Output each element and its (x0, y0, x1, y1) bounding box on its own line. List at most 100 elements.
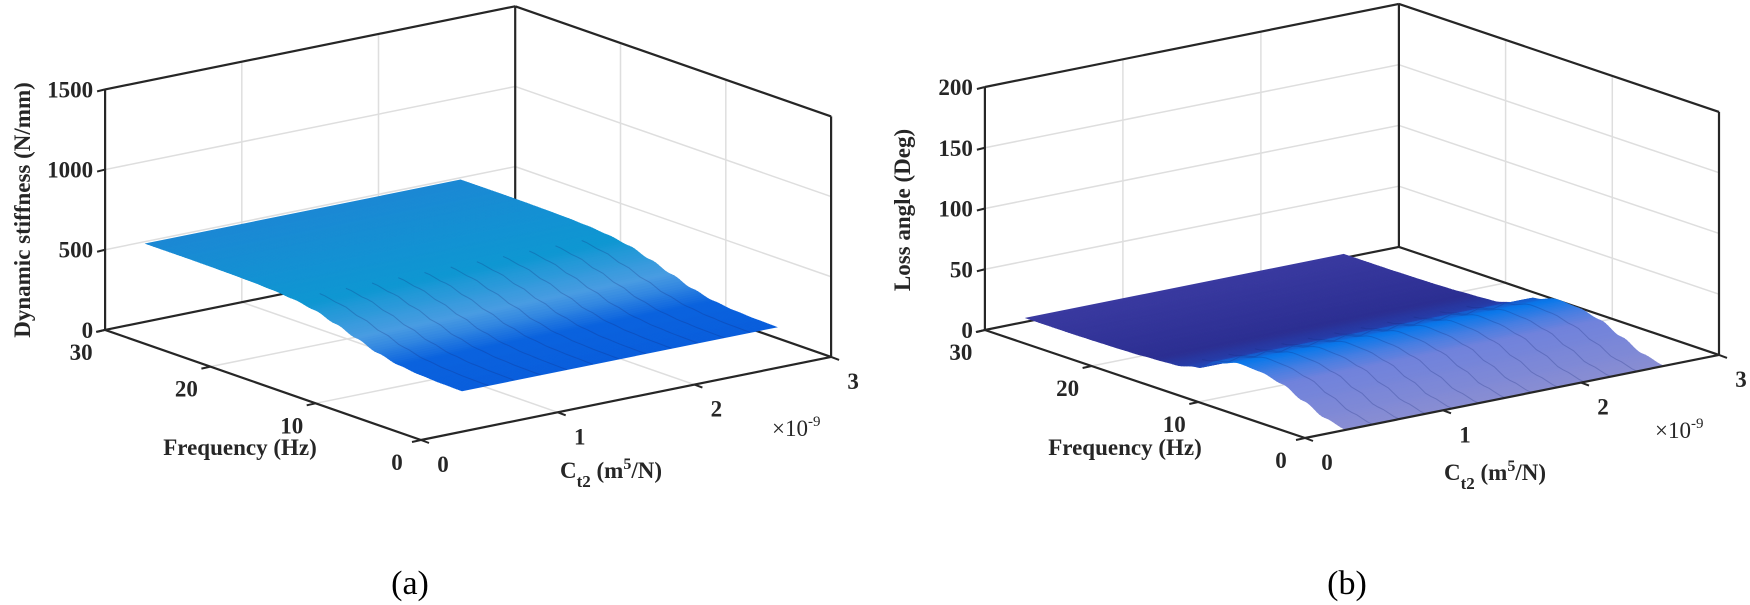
z-tick-mark (976, 207, 986, 212)
y-tick-mark (1189, 401, 1199, 405)
z-axis-label: Loss angle (Deg) (890, 129, 915, 291)
x-tick-label: 2 (711, 397, 723, 422)
x-tick-label: 3 (1735, 367, 1747, 392)
surface-mesh-line (1440, 308, 1612, 378)
x-tick-label: 3 (847, 369, 859, 394)
surface-mesh-line (398, 277, 567, 371)
z-tick-label: 100 (938, 197, 973, 222)
y-tick-mark (1295, 437, 1306, 441)
x-tick-mark (420, 439, 430, 444)
surface-mesh-line (581, 240, 751, 333)
y-axis-line (104, 328, 422, 442)
surface-mesh-line (424, 271, 594, 365)
y-tick-mark (95, 328, 106, 333)
y-tick-mark (201, 365, 211, 370)
surface-mesh-line (1387, 319, 1559, 388)
surface-mesh-line (1281, 340, 1453, 409)
surface-mesh-line (555, 245, 725, 339)
panel-label: (b) (1327, 565, 1367, 602)
surface-mesh-line (529, 250, 698, 344)
surface-mesh-line (1334, 329, 1506, 399)
z-tick-label: 1500 (47, 77, 93, 102)
surface-mesh-line (1228, 351, 1400, 420)
grid-line (104, 85, 516, 171)
z-tick-mark (96, 248, 106, 253)
surface-mesh-line (1466, 303, 1638, 372)
y-tick-label: 30 (949, 340, 972, 365)
x-tick-mark (694, 383, 703, 389)
grid-line (984, 185, 1400, 270)
x-tick-mark (1442, 409, 1452, 415)
y-tick-label: 10 (280, 413, 303, 438)
axis-box-edge (104, 5, 516, 91)
surface-mesh-line (319, 293, 489, 386)
axis-box-edge (514, 5, 832, 118)
x-axis-exponent: ×10-9 (772, 414, 820, 441)
y-tick-label: 20 (175, 377, 198, 402)
y-tick-mark (1082, 365, 1092, 369)
grid-line (984, 124, 1400, 210)
grid-line (1398, 63, 1720, 174)
z-tick-label: 50 (950, 257, 973, 282)
x-axis-label: Ct2 (m5/N) (1444, 458, 1546, 493)
y-axis-line (984, 328, 1306, 440)
y-tick-label: 30 (70, 340, 93, 365)
x-tick-label: 2 (1597, 395, 1609, 420)
y-tick-mark (411, 439, 422, 443)
surface-mesh-line (1413, 313, 1585, 383)
x-tick-label: 0 (1321, 450, 1333, 475)
surface-mesh-line (345, 287, 515, 381)
surface-mesh-line (476, 261, 646, 355)
grid-line (1398, 185, 1720, 295)
x-tick-label: 1 (1459, 422, 1471, 447)
panel-label: (a) (391, 565, 429, 602)
z-tick-label: 150 (938, 136, 973, 161)
surface-mesh-line (450, 266, 620, 360)
surface-mesh-line (1307, 335, 1479, 404)
surface-mesh-line (1360, 324, 1532, 393)
z-axis-label: Dynamic stiffness (N/mm) (10, 82, 35, 338)
z-tick-mark (976, 86, 986, 90)
y-tick-label: 0 (391, 450, 403, 475)
y-tick-label: 0 (1275, 448, 1287, 473)
y-tick-mark (306, 402, 316, 407)
y-axis-label: Frequency (Hz) (1048, 435, 1202, 460)
axis-box-edge (1398, 2, 1720, 113)
y-tick-mark (975, 329, 986, 333)
x-axis-label: Ct2 (m5/N) (560, 456, 662, 491)
x-tick-mark (1580, 381, 1590, 387)
z-tick-label: 0 (82, 318, 94, 343)
z-tick-label: 1000 (47, 158, 93, 183)
z-tick-mark (976, 146, 986, 151)
surface-mesh-line (502, 255, 672, 349)
z-tick-mark (96, 168, 106, 173)
y-axis-label: Frequency (Hz) (163, 435, 317, 460)
grid-line (514, 85, 832, 198)
grid-line (984, 63, 1400, 149)
grid-line (514, 165, 832, 278)
y-tick-label: 10 (1163, 412, 1186, 437)
y-tick-label: 20 (1056, 376, 1079, 401)
axis-box-edge (984, 2, 1400, 89)
x-tick-mark (1718, 353, 1728, 359)
surface-mesh-line (1254, 345, 1427, 415)
x-tick-mark (557, 411, 567, 417)
z-tick-mark (96, 88, 106, 93)
x-axis-exponent: ×10-9 (1655, 416, 1703, 443)
x-tick-mark (1304, 437, 1314, 442)
surface-patch (457, 325, 778, 392)
surface-mesh-line (1202, 356, 1374, 425)
z-tick-label: 500 (59, 238, 94, 263)
x-tick-mark (830, 355, 840, 361)
z-tick-label: 0 (961, 318, 973, 343)
grid-line (104, 165, 516, 251)
grid-line (1398, 124, 1720, 235)
z-tick-label: 200 (938, 75, 973, 100)
z-tick-mark (976, 268, 986, 273)
x-tick-label: 1 (574, 424, 586, 449)
surface-mesh-line (371, 282, 541, 376)
x-axis-line (420, 355, 832, 442)
